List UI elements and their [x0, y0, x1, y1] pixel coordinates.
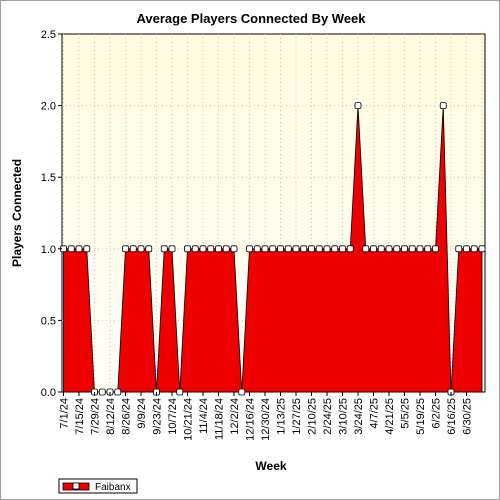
data-point: [323, 245, 331, 253]
data-point: [75, 245, 83, 253]
x-axis-ticks: 7/1/24 7/15/24 7/29/24 8/12/24 8/26/24 9/9/24…: [59, 392, 474, 441]
x-tick-label: 5/5/25: [400, 398, 412, 429]
data-point: [122, 245, 129, 253]
data-point: [401, 245, 408, 253]
data-point: [432, 245, 439, 253]
data-point: [300, 245, 308, 253]
y-tick-label: 2.0: [41, 101, 56, 113]
data-point: [354, 102, 362, 109]
data-point: [393, 245, 401, 253]
data-point: [160, 245, 168, 253]
data-point: [346, 245, 354, 253]
data-point: [377, 245, 385, 253]
y-tick-label: 0.5: [41, 315, 56, 327]
data-point: [199, 245, 207, 253]
legend-label: Faibanx: [95, 482, 131, 493]
x-tick-label: 1/27/25: [291, 398, 303, 435]
x-tick-label: 11/18/24: [214, 398, 226, 440]
x-tick-label: 7/29/24: [90, 398, 102, 435]
y-axis-label: Players Connected: [10, 159, 24, 267]
x-tick-label: 9/9/24: [136, 398, 148, 429]
x-tick-label: 5/19/25: [415, 398, 427, 435]
x-tick-label: 2/24/25: [322, 398, 334, 435]
data-point: [67, 245, 75, 253]
data-point: [191, 245, 199, 253]
x-tick-label: 11/4/24: [198, 398, 210, 434]
data-point: [83, 245, 91, 253]
data-point: [339, 245, 346, 253]
x-tick-label: 6/2/25: [431, 398, 443, 429]
x-tick-label: 3/10/25: [338, 398, 350, 435]
data-point: [215, 245, 222, 253]
x-tick-label: 10/7/24: [167, 398, 179, 435]
data-point: [315, 245, 323, 253]
data-point: [184, 245, 191, 253]
x-tick-label: 1/13/25: [276, 398, 288, 435]
data-point: [308, 245, 315, 253]
chart-title: Average Players Connected By Week: [136, 11, 366, 26]
data-point: [129, 245, 137, 253]
data-point: [207, 245, 215, 253]
x-tick-label: 6/30/25: [462, 398, 474, 435]
x-tick-label: 7/1/24: [59, 398, 71, 429]
x-tick-label: 4/7/25: [369, 398, 381, 429]
data-point: [416, 245, 424, 253]
legend: Faibanx: [58, 478, 138, 494]
legend-marker: [72, 482, 80, 490]
x-tick-label: 12/2/24: [229, 398, 241, 435]
x-tick-label: 8/12/24: [105, 398, 117, 435]
y-tick-label: 1.0: [41, 244, 56, 256]
data-point: [246, 245, 253, 253]
data-point: [230, 245, 238, 253]
x-tick-label: 12/30/24: [260, 398, 272, 441]
data-point: [455, 245, 463, 253]
data-point: [370, 245, 377, 253]
series-markers: [60, 102, 486, 396]
x-tick-label: 3/24/25: [353, 398, 365, 435]
data-point: [292, 245, 300, 253]
data-point: [98, 388, 106, 396]
data-point: [222, 245, 230, 253]
y-axis-ticks: 0.0 0.5 1.0 1.5 2.0 2.5: [41, 29, 62, 399]
data-point: [362, 245, 370, 253]
data-point: [277, 245, 284, 253]
y-tick-label: 0.0: [41, 387, 56, 399]
data-point: [470, 245, 478, 253]
data-point: [145, 245, 153, 253]
x-tick-label: 7/15/24: [74, 398, 86, 435]
data-point: [269, 245, 277, 253]
data-point: [408, 245, 416, 253]
x-axis-label: Week: [255, 459, 286, 473]
data-point: [385, 245, 393, 253]
x-tick-label: 12/16/24: [245, 398, 257, 441]
data-point: [478, 245, 486, 253]
x-tick-label: 8/26/24: [121, 398, 133, 435]
x-tick-label: 4/21/25: [384, 398, 396, 435]
x-tick-label: 9/23/24: [152, 398, 164, 435]
x-tick-label: 6/16/25: [446, 398, 458, 435]
data-point: [331, 245, 339, 253]
y-tick-label: 2.5: [41, 29, 56, 41]
data-point: [439, 102, 447, 109]
data-point: [253, 245, 261, 253]
data-point: [114, 388, 122, 396]
data-point: [137, 245, 145, 253]
y-tick-label: 1.5: [41, 172, 56, 184]
data-point: [238, 388, 246, 396]
x-tick-label: 2/10/25: [307, 398, 319, 435]
data-point: [463, 245, 470, 253]
data-point: [424, 245, 432, 253]
data-point: [284, 245, 292, 253]
data-point: [176, 388, 184, 396]
data-point: [168, 245, 176, 253]
data-point: [261, 245, 269, 253]
x-tick-label: 10/21/24: [183, 398, 195, 441]
